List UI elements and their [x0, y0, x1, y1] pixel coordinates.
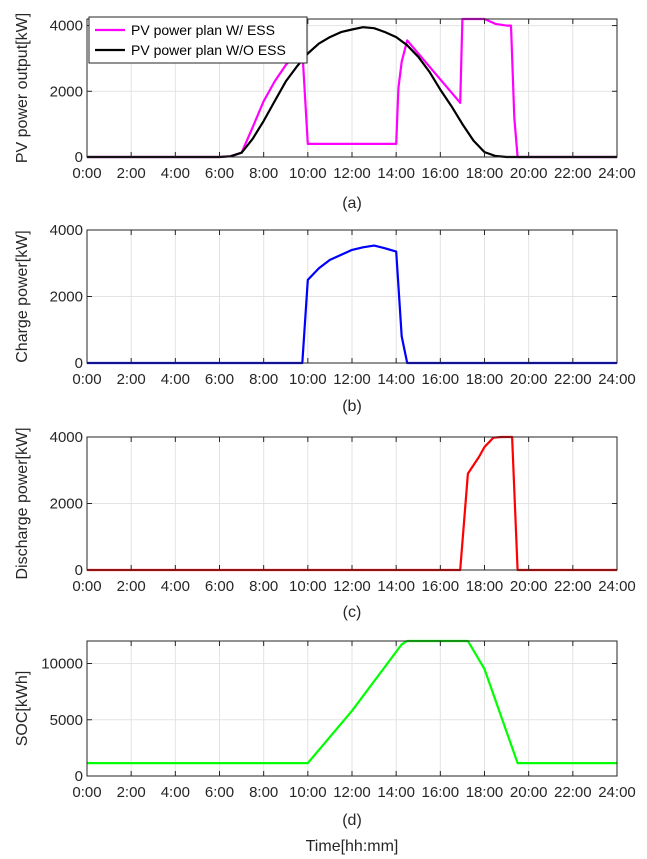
x-tick-label: 16:00	[422, 165, 460, 182]
x-tick-label: 12:00	[333, 371, 371, 388]
x-tick-label: 24:00	[598, 165, 636, 182]
y-tick-label: 0	[75, 149, 83, 166]
y-tick-label: 4000	[50, 222, 83, 239]
x-tick-label: 16:00	[422, 784, 460, 801]
x-tick-label: 2:00	[117, 371, 146, 388]
x-tick-label: 10:00	[289, 371, 327, 388]
x-tick-label: 20:00	[510, 371, 548, 388]
panel-caption: (c)	[343, 604, 362, 621]
x-tick-label: 10:00	[289, 165, 327, 182]
panel-caption: (b)	[342, 398, 362, 415]
y-axis-label: Discharge power[kW]	[14, 427, 31, 579]
series-line-0-1	[87, 26, 617, 159]
x-tick-label: 6:00	[205, 578, 234, 595]
x-tick-label: 6:00	[205, 165, 234, 182]
x-tick-label: 8:00	[249, 784, 278, 801]
y-tick-label: 0	[75, 768, 83, 785]
x-tick-label: 12:00	[333, 578, 371, 595]
series-line-0-0	[87, 17, 617, 159]
x-tick-label: 22:00	[554, 784, 592, 801]
y-tick-label: 4000	[50, 429, 83, 446]
x-tick-label: 2:00	[117, 578, 146, 595]
x-tick-label: 24:00	[598, 371, 636, 388]
x-tick-label: 2:00	[117, 165, 146, 182]
y-tick-label: 0	[75, 355, 83, 372]
x-tick-label: 16:00	[422, 578, 460, 595]
x-tick-label: 14:00	[377, 371, 415, 388]
y-tick-label: 0	[75, 562, 83, 579]
y-axis-label: Charge power[kW]	[14, 230, 31, 363]
x-tick-label: 16:00	[422, 371, 460, 388]
x-tick-label: 10:00	[289, 784, 327, 801]
y-tick-label: 2000	[50, 496, 83, 513]
x-tick-label: 20:00	[510, 784, 548, 801]
y-tick-label: 10000	[41, 656, 83, 673]
x-tick-label: 4:00	[161, 784, 190, 801]
x-tick-label: 22:00	[554, 578, 592, 595]
x-tick-label: 20:00	[510, 165, 548, 182]
y-tick-label: 5000	[50, 712, 83, 729]
y-tick-label: 2000	[50, 83, 83, 100]
y-axis-label: SOC[kWh]	[14, 671, 31, 747]
series-line-2-0	[87, 435, 617, 572]
x-tick-label: 20:00	[510, 578, 548, 595]
x-tick-label: 0:00	[72, 165, 101, 182]
x-tick-label: 8:00	[249, 165, 278, 182]
y-axis-label: PV power output[kW]	[14, 13, 31, 163]
x-tick-label: 24:00	[598, 784, 636, 801]
x-tick-label: 0:00	[72, 578, 101, 595]
x-tick-label: 18:00	[466, 578, 504, 595]
x-tick-label: 18:00	[466, 165, 504, 182]
x-tick-label: 0:00	[72, 784, 101, 801]
x-axis-label: Time[hh:mm]	[306, 838, 399, 855]
x-tick-label: 8:00	[249, 371, 278, 388]
x-tick-label: 14:00	[377, 784, 415, 801]
x-tick-label: 4:00	[161, 578, 190, 595]
x-tick-label: 4:00	[161, 165, 190, 182]
x-tick-label: 24:00	[598, 578, 636, 595]
x-tick-label: 8:00	[249, 578, 278, 595]
x-tick-label: 12:00	[333, 165, 371, 182]
y-tick-label: 4000	[50, 18, 83, 35]
x-tick-label: 0:00	[72, 371, 101, 388]
x-tick-label: 22:00	[554, 371, 592, 388]
y-tick-label: 2000	[50, 289, 83, 306]
series-line-1-0	[87, 244, 617, 365]
x-tick-label: 22:00	[554, 165, 592, 182]
x-tick-label: 2:00	[117, 784, 146, 801]
legend-entry: PV power plan W/O ESS	[131, 42, 286, 58]
legend-box	[88, 16, 308, 64]
x-tick-label: 10:00	[289, 578, 327, 595]
x-tick-label: 12:00	[333, 784, 371, 801]
x-tick-label: 14:00	[377, 578, 415, 595]
legend-entry: PV power plan W/ ESS	[131, 22, 275, 38]
x-tick-label: 6:00	[205, 784, 234, 801]
panel-caption: (d)	[342, 812, 362, 829]
x-tick-label: 6:00	[205, 371, 234, 388]
x-tick-label: 18:00	[466, 784, 504, 801]
x-tick-label: 4:00	[161, 371, 190, 388]
x-tick-label: 18:00	[466, 371, 504, 388]
x-tick-label: 14:00	[377, 165, 415, 182]
panel-caption: (a)	[342, 195, 362, 212]
